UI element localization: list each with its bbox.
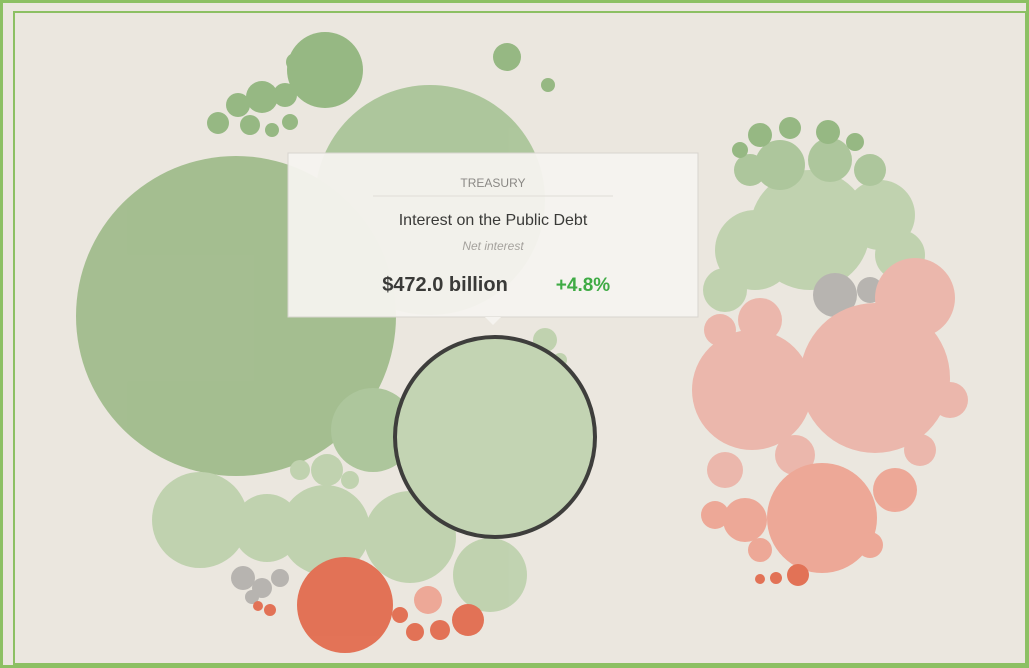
- bubble: [748, 123, 772, 147]
- bubble: [701, 501, 729, 529]
- tooltip-pointer: [485, 317, 501, 325]
- bubble: [453, 538, 527, 612]
- bubble: [406, 623, 424, 641]
- bubble: [392, 607, 408, 623]
- bubble: [273, 83, 297, 107]
- bubble: [452, 604, 484, 636]
- bubble: [775, 435, 815, 475]
- bubble: [414, 586, 442, 614]
- bubble: [800, 303, 950, 453]
- inner-frame: [13, 11, 1027, 665]
- bubble: [226, 93, 250, 117]
- bubble: [311, 454, 343, 486]
- tooltip-amount: $472.0 billion: [382, 274, 508, 296]
- tooltip: TREASURY Interest on the Public Debt Net…: [287, 152, 699, 325]
- bubble: [430, 620, 450, 640]
- bubble: [692, 330, 812, 450]
- bubble: [813, 273, 857, 317]
- bubble: [873, 468, 917, 512]
- tooltip-subtitle: Net interest: [462, 239, 524, 253]
- bubble: [704, 314, 736, 346]
- bubble: [246, 81, 278, 113]
- bubble: [207, 112, 229, 134]
- bubble: [341, 471, 359, 489]
- bubble: [253, 601, 263, 611]
- bubble: [808, 138, 852, 182]
- bubble: [770, 572, 782, 584]
- bubble: [816, 120, 840, 144]
- bubble: [286, 53, 304, 71]
- bubble: [541, 78, 555, 92]
- bubble: [282, 114, 298, 130]
- bubble: [152, 472, 248, 568]
- bubble: [231, 566, 255, 590]
- tooltip-department: TREASURY: [460, 176, 525, 190]
- tooltip-box: [287, 152, 699, 318]
- bubble: [734, 154, 766, 186]
- bubble: [271, 569, 289, 587]
- bubble: [854, 154, 886, 186]
- bubble: [738, 298, 782, 342]
- right-cluster: [692, 117, 968, 586]
- bubble: [280, 485, 370, 575]
- bubble: [846, 133, 864, 151]
- bubble: [290, 460, 310, 480]
- bubble: [748, 538, 772, 562]
- bubble: [904, 434, 936, 466]
- bubble: [767, 463, 877, 573]
- bubble: [755, 140, 805, 190]
- bubble: [723, 498, 767, 542]
- bubble: [245, 590, 259, 604]
- bubble: [715, 210, 795, 290]
- bubble: [703, 268, 747, 312]
- bubble: [297, 557, 393, 653]
- tooltip-change: +4.8%: [556, 275, 611, 296]
- bubble: [779, 117, 801, 139]
- bubble: [240, 115, 260, 135]
- bubble: [875, 258, 955, 338]
- bubble: [755, 574, 765, 584]
- bubble: [857, 532, 883, 558]
- bubble: [265, 123, 279, 137]
- bubble: [707, 452, 743, 488]
- bubble: [264, 604, 276, 616]
- bubble: [732, 142, 748, 158]
- bubble: [287, 32, 363, 108]
- selected-bubble[interactable]: [393, 335, 597, 539]
- bubble: [493, 43, 521, 71]
- bubble: [932, 382, 968, 418]
- bubble: [787, 564, 809, 586]
- tooltip-title: Interest on the Public Debt: [399, 212, 588, 229]
